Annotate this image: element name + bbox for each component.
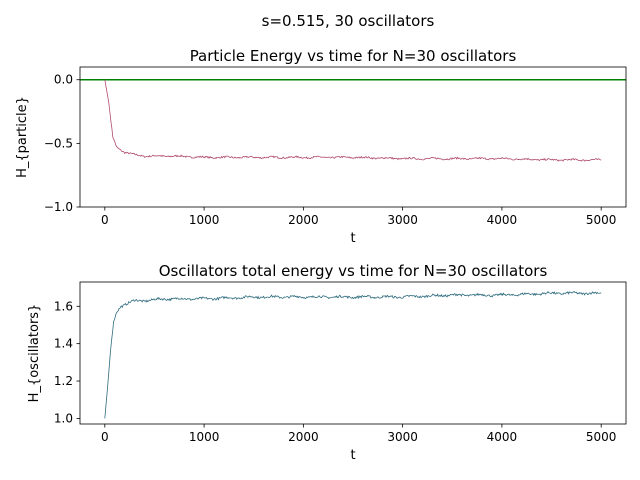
y-tick-label: 1.2 [54, 374, 73, 388]
x-tick-label: 4000 [487, 430, 518, 444]
x-tick-label: 1000 [189, 430, 220, 444]
x-tick-label: 5000 [586, 430, 617, 444]
chart-title: Oscillators total energy vs time for N=3… [159, 262, 548, 280]
x-tick-label: 2000 [288, 430, 319, 444]
y-tick-label: −0.5 [44, 136, 73, 150]
y-axis-label: H_{particle} [15, 96, 30, 178]
chart-title: Particle Energy vs time for N=30 oscilla… [190, 47, 517, 65]
axes-frame [79, 281, 627, 425]
axes-frame [79, 66, 627, 208]
x-axis-label: t [350, 448, 355, 463]
y-tick-label: 1.4 [54, 337, 73, 351]
y-tick-label: 1.0 [54, 411, 73, 425]
x-tick-label: 0 [101, 430, 109, 444]
oscillators-energy-plot: Oscillators total energy vs time for N=3… [27, 262, 627, 463]
x-tick-label: 4000 [487, 213, 518, 227]
x-tick-label: 5000 [586, 213, 617, 227]
x-tick-label: 2000 [288, 213, 319, 227]
series-line-0 [104, 79, 602, 162]
x-tick-label: 1000 [189, 213, 220, 227]
x-tick-label: 0 [101, 213, 109, 227]
figure-suptitle: s=0.515, 30 oscillators [262, 12, 435, 30]
particle-energy-plot: Particle Energy vs time for N=30 oscilla… [15, 47, 627, 246]
y-axis-label: H_{oscillators} [27, 304, 42, 403]
y-tick-label: −1.0 [44, 200, 73, 214]
x-tick-label: 3000 [387, 430, 418, 444]
x-axis-label: t [350, 231, 355, 246]
x-tick-label: 3000 [387, 213, 418, 227]
y-tick-label: 0.0 [54, 73, 73, 87]
y-tick-label: 1.6 [54, 299, 73, 313]
series-line-0 [104, 290, 602, 419]
